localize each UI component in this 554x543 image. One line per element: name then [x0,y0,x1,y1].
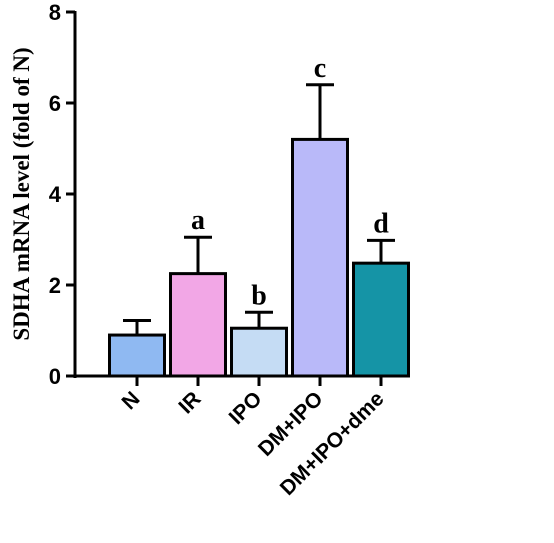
bars [108,83,410,378]
bar-dm-ipo [291,137,349,378]
x-tick-label: IPO [225,387,267,429]
x-tick-label: N [118,387,145,414]
bar-n [108,333,166,378]
significance-label: c [314,53,326,84]
significance-label: b [251,280,267,311]
bar-ipo [230,326,288,378]
significance-label: a [191,205,205,236]
bar-ir [169,272,227,378]
y-axis-title: SDHA mRNA level (fold of N) [9,47,34,340]
y-tick-label: 2 [49,273,61,298]
x-tick-label: DM+IPO+dme [276,387,389,500]
significance-label: d [373,208,389,239]
x-tick-label: IR [174,387,205,418]
labels: a b c d [191,53,389,311]
y-tick-label: 0 [49,364,61,389]
y-tick-label: 8 [49,0,61,25]
y-tick-label: 4 [49,182,62,207]
y-tick-label: 6 [49,91,61,116]
y-axis: 0 2 4 6 8 [49,0,77,389]
bar-dm-ipo-dme [352,261,410,378]
